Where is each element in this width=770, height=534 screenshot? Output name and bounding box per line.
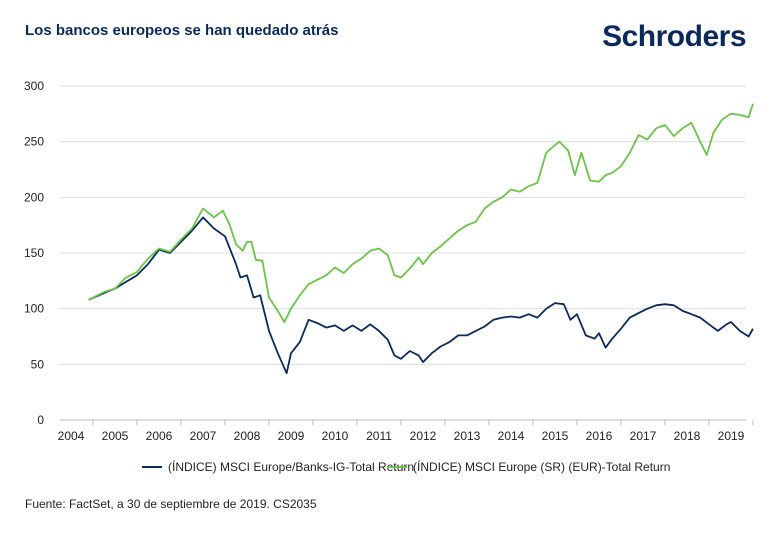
y-tick-label: 50 — [31, 357, 45, 371]
legend-label: (ÍNDICE) MSCI Europe (SR) (EUR)-Total Re… — [413, 459, 670, 474]
x-tick-label: 2018 — [674, 429, 701, 443]
y-tick-label: 100 — [24, 302, 44, 316]
x-tick-label: 2015 — [542, 429, 569, 443]
x-tick-label: 2005 — [102, 429, 129, 443]
x-tick-label: 2019 — [718, 429, 745, 443]
x-tick-label: 2004 — [58, 429, 85, 443]
series-line-0 — [88, 216, 754, 375]
x-tick-label: 2010 — [322, 429, 349, 443]
y-tick-label: 0 — [37, 413, 44, 427]
legend-label: (ÍNDICE) MSCI Europe/Banks-IG-Total Retu… — [168, 459, 414, 474]
x-tick-label: 2006 — [146, 429, 173, 443]
x-tick-label: 2014 — [498, 429, 525, 443]
y-tick-label: 150 — [24, 246, 44, 260]
x-tick-label: 2012 — [410, 429, 437, 443]
y-tick-label: 250 — [24, 135, 44, 149]
y-tick-label: 300 — [24, 79, 44, 93]
x-tick-label: 2009 — [278, 429, 305, 443]
y-tick-label: 200 — [24, 190, 44, 204]
x-tick-label: 2007 — [190, 429, 217, 443]
x-tick-label: 2013 — [454, 429, 481, 443]
x-tick-label: 2017 — [630, 429, 657, 443]
source-note: Fuente: FactSet, a 30 de septiembre de 2… — [25, 497, 317, 511]
x-tick-label: 2011 — [366, 429, 392, 443]
x-tick-label: 2008 — [234, 429, 261, 443]
schroders-logo: Schroders — [602, 20, 746, 53]
x-tick-label: 2016 — [586, 429, 613, 443]
chart-title: Los bancos europeos se han quedado atrás — [25, 22, 339, 39]
line-chart: 0 50 100 150 200 250 300 2004 2005 2006 2007 2008 20… — [24, 79, 754, 474]
series-line-1 — [88, 103, 754, 323]
